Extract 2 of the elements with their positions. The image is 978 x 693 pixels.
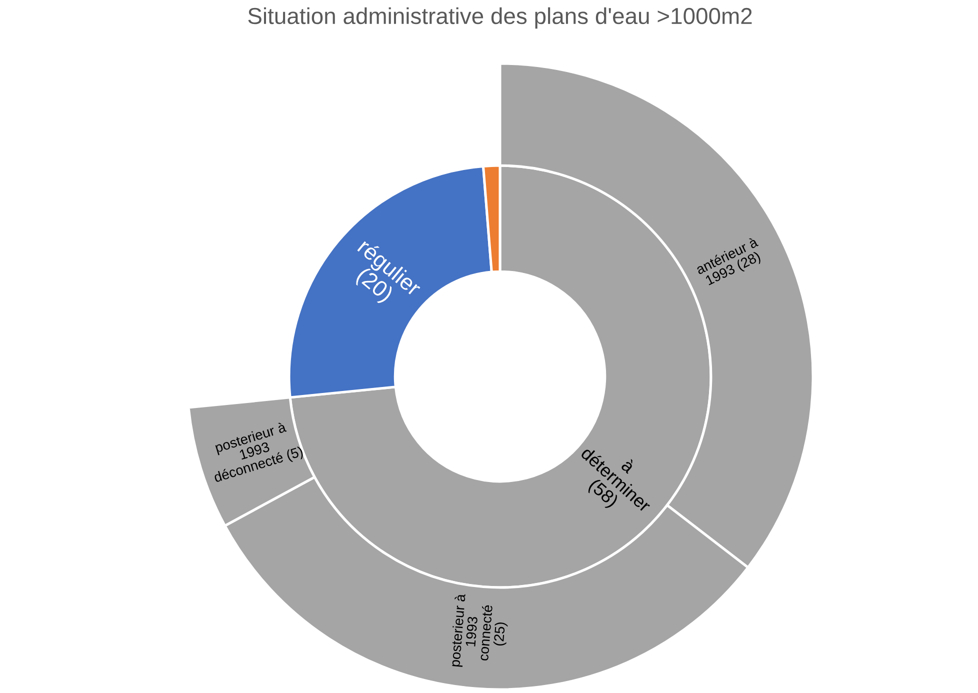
data-label: posterieur à 1993 connecté (25) <box>449 594 508 667</box>
chart-title: Situation administrative des plans d'eau >1000m2 <box>248 7 752 29</box>
